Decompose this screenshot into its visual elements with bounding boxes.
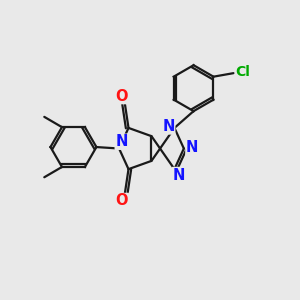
Text: O: O (116, 194, 128, 208)
Text: N: N (186, 140, 198, 154)
Text: Cl: Cl (236, 65, 250, 79)
Text: N: N (162, 119, 175, 134)
Text: N: N (115, 134, 128, 149)
Text: N: N (173, 167, 185, 182)
Text: O: O (116, 88, 128, 104)
